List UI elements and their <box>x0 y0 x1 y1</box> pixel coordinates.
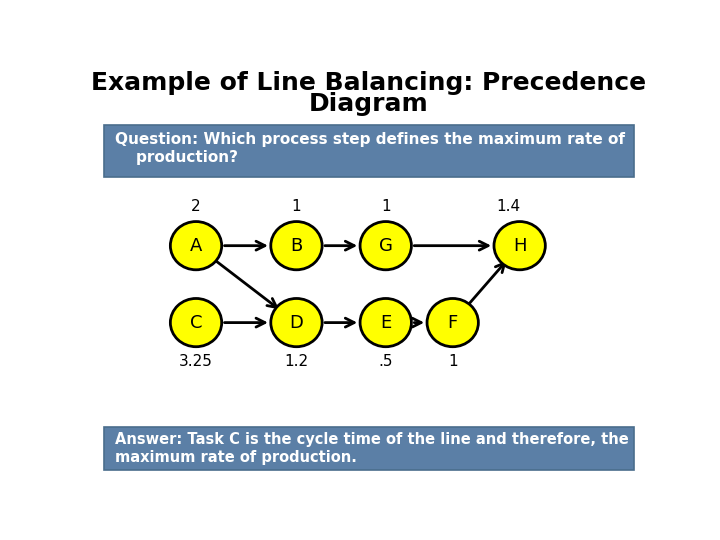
Ellipse shape <box>427 299 478 347</box>
Text: .5: .5 <box>379 354 393 369</box>
Text: 1.2: 1.2 <box>284 354 309 369</box>
Ellipse shape <box>360 299 411 347</box>
Text: Answer: Task C is the cycle time of the line and therefore, the
maximum rate of : Answer: Task C is the cycle time of the … <box>115 432 629 464</box>
Text: H: H <box>513 237 526 255</box>
Text: Example of Line Balancing: Precedence: Example of Line Balancing: Precedence <box>91 71 647 95</box>
Text: Diagram: Diagram <box>309 92 429 116</box>
Ellipse shape <box>271 299 322 347</box>
Text: Question: Which process step defines the maximum rate of
    production?: Question: Which process step defines the… <box>115 132 625 165</box>
Ellipse shape <box>171 299 222 347</box>
Text: B: B <box>290 237 302 255</box>
Ellipse shape <box>271 221 322 270</box>
Text: F: F <box>448 314 458 332</box>
Text: A: A <box>190 237 202 255</box>
FancyBboxPatch shape <box>104 427 634 470</box>
Text: E: E <box>380 314 392 332</box>
Text: 1: 1 <box>448 354 457 369</box>
Text: 1: 1 <box>292 199 301 214</box>
Text: C: C <box>190 314 202 332</box>
FancyBboxPatch shape <box>104 125 634 177</box>
Ellipse shape <box>360 221 411 270</box>
Text: 3.25: 3.25 <box>179 354 213 369</box>
Text: G: G <box>379 237 392 255</box>
Text: 2: 2 <box>192 199 201 214</box>
Text: 1: 1 <box>381 199 390 214</box>
Text: 1.4: 1.4 <box>496 199 521 214</box>
Ellipse shape <box>171 221 222 270</box>
Text: D: D <box>289 314 303 332</box>
Ellipse shape <box>494 221 545 270</box>
